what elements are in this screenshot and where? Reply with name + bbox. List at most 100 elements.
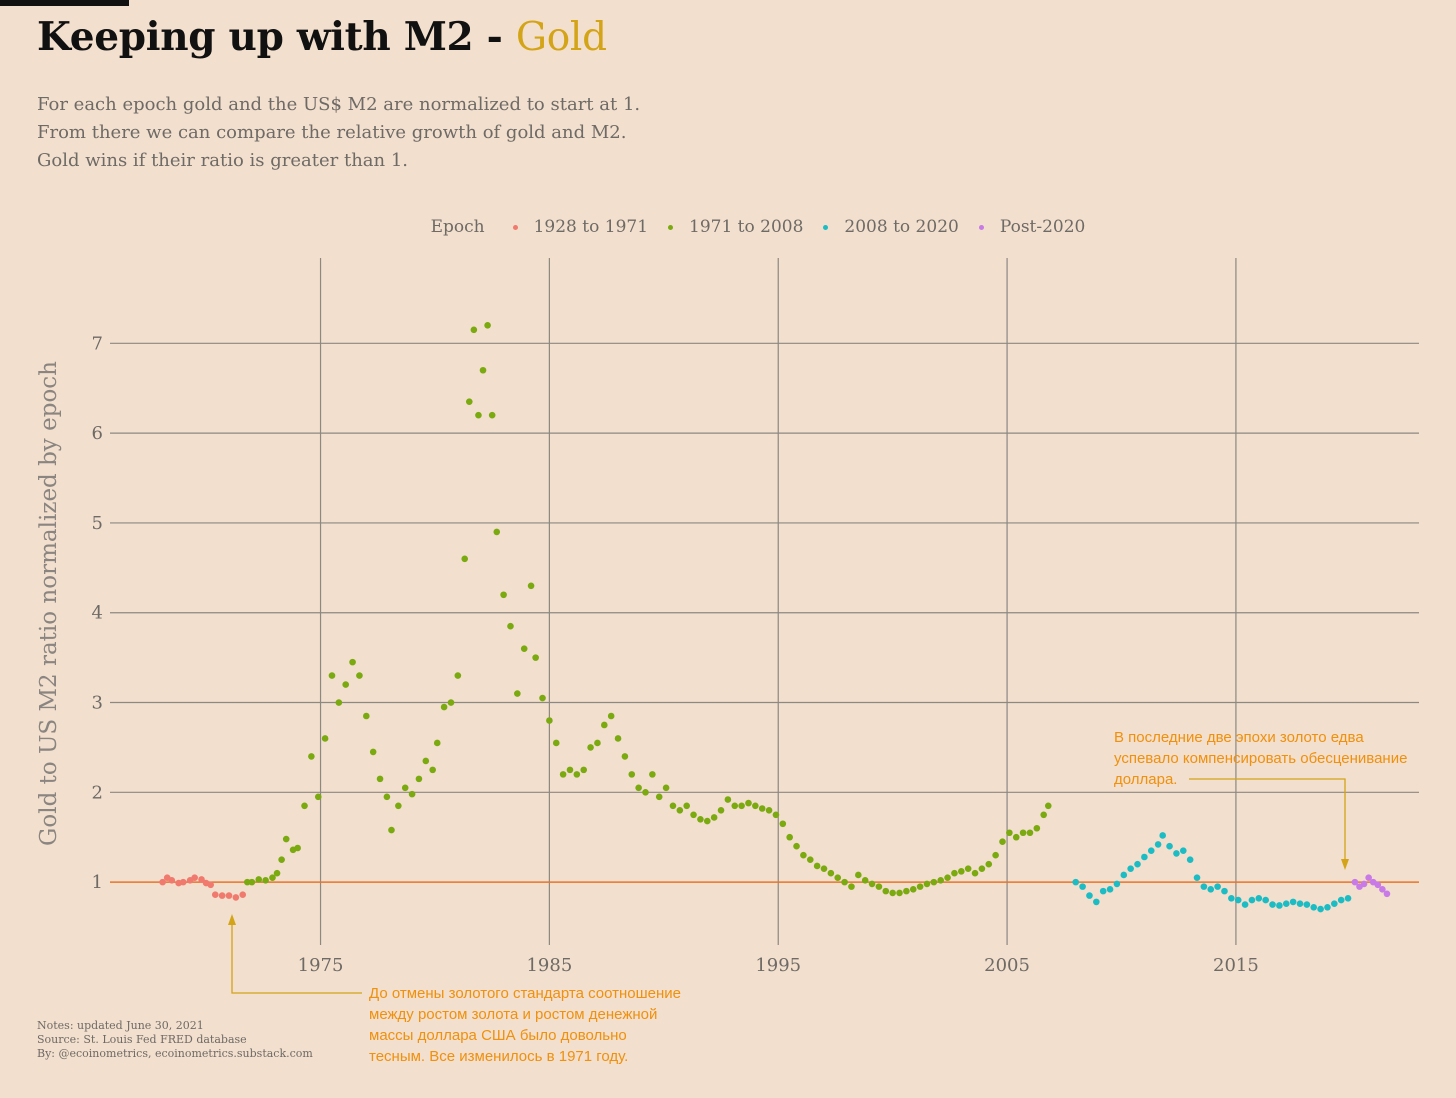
data-point (429, 766, 436, 774)
data-point (1248, 896, 1256, 904)
data-point (717, 806, 725, 814)
data-point (179, 878, 187, 886)
data-point (1310, 903, 1318, 911)
data-point (820, 865, 828, 872)
data-point (1337, 896, 1345, 904)
data-point (937, 877, 945, 884)
data-point (479, 366, 487, 374)
data-point (314, 793, 322, 801)
data-point (1079, 883, 1086, 890)
data-point (211, 891, 219, 899)
data-point (813, 862, 821, 870)
data-point (951, 869, 958, 877)
data-point (738, 802, 745, 810)
data-point (1113, 880, 1121, 888)
data-point (752, 802, 759, 810)
data-point (978, 865, 986, 872)
data-point (642, 789, 649, 796)
data-point (841, 878, 848, 886)
chart-legend: Epoch 1928 to 1971 1971 to 2008 2008 to … (0, 214, 1456, 240)
data-point (697, 815, 704, 823)
footnotes: Notes: updated June 30, 2021 Source: St.… (37, 1019, 313, 1061)
data-point (1093, 898, 1100, 906)
data-point (1154, 841, 1162, 848)
y-tick-label: 7 (92, 333, 103, 354)
data-point (388, 826, 395, 834)
data-point (834, 874, 842, 881)
data-point (1200, 883, 1208, 890)
data-point (745, 799, 752, 807)
data-point (724, 796, 732, 803)
x-tick-label: 1995 (755, 955, 801, 976)
data-point (159, 878, 166, 886)
data-point (621, 753, 629, 760)
data-point (601, 721, 608, 729)
data-point (999, 838, 1006, 846)
data-point (342, 681, 350, 688)
data-point (765, 806, 773, 814)
data-point (1120, 871, 1128, 879)
data-point (1234, 896, 1242, 904)
data-point (1179, 847, 1187, 855)
data-point (1026, 829, 1034, 837)
data-point (278, 856, 285, 863)
data-point (532, 654, 539, 661)
data-point (1269, 901, 1276, 908)
data-point (198, 876, 205, 883)
data-point (248, 878, 256, 886)
legend-marker (512, 224, 518, 230)
data-point (401, 784, 409, 792)
note-line: Source: St. Louis Fed FRED database (37, 1033, 247, 1046)
data-point (552, 739, 560, 747)
annotation-bottom: До отмены золотого стандарта соотношение… (369, 983, 681, 1067)
data-point (1351, 878, 1359, 886)
data-point (335, 699, 343, 706)
data-point (1374, 881, 1382, 889)
legend-label: 1971 to 2008 (689, 217, 804, 237)
data-point (690, 811, 697, 819)
annotation-line: тесным. Все изменилось в 1971 году. (369, 1048, 629, 1065)
x-tick-label: 2005 (984, 955, 1030, 976)
data-point (1193, 874, 1201, 881)
data-point (1383, 890, 1391, 898)
data-point (923, 880, 931, 888)
annotation-line: До отмены золотого стандарта соотношение (369, 985, 682, 1002)
data-point (1099, 887, 1107, 895)
data-point (703, 817, 711, 825)
data-point (896, 889, 903, 897)
data-point (461, 555, 469, 563)
x-tick-label: 2015 (1213, 955, 1259, 976)
legend-item-2008-2020: 2008 to 2020 (823, 217, 959, 237)
data-point (971, 869, 979, 877)
data-point (1207, 886, 1215, 893)
y-tick-label: 4 (92, 603, 103, 624)
data-point (1040, 811, 1047, 819)
y-tick-label: 5 (92, 513, 103, 534)
data-point (1086, 892, 1093, 899)
data-point (909, 886, 917, 893)
data-point (239, 891, 247, 899)
x-tick-label: 1985 (526, 955, 572, 976)
data-point (786, 833, 793, 841)
data-point (944, 874, 951, 881)
data-point (985, 860, 993, 868)
data-point (566, 766, 574, 774)
data-point (383, 793, 391, 801)
data-point (1147, 847, 1155, 855)
data-point (827, 869, 835, 877)
data-point (369, 748, 377, 756)
data-point (958, 868, 965, 875)
y-tick-label: 3 (92, 693, 103, 714)
legend-label: Post-2020 (999, 217, 1086, 237)
subtitle-line: From there we can compare the relative g… (37, 122, 627, 143)
annotation-top-right: В последние две эпохи золото едва успева… (1114, 727, 1407, 790)
data-point (269, 874, 276, 881)
data-point (1141, 853, 1148, 861)
data-point (484, 322, 491, 329)
data-point (408, 790, 416, 798)
legend-item-1928-1971: 1928 to 1971 (512, 217, 648, 237)
title-accent: Gold (515, 15, 607, 60)
y-tick-label: 2 (92, 782, 103, 803)
annotation-bottom-arrowhead (228, 914, 236, 925)
data-point (1360, 880, 1368, 888)
